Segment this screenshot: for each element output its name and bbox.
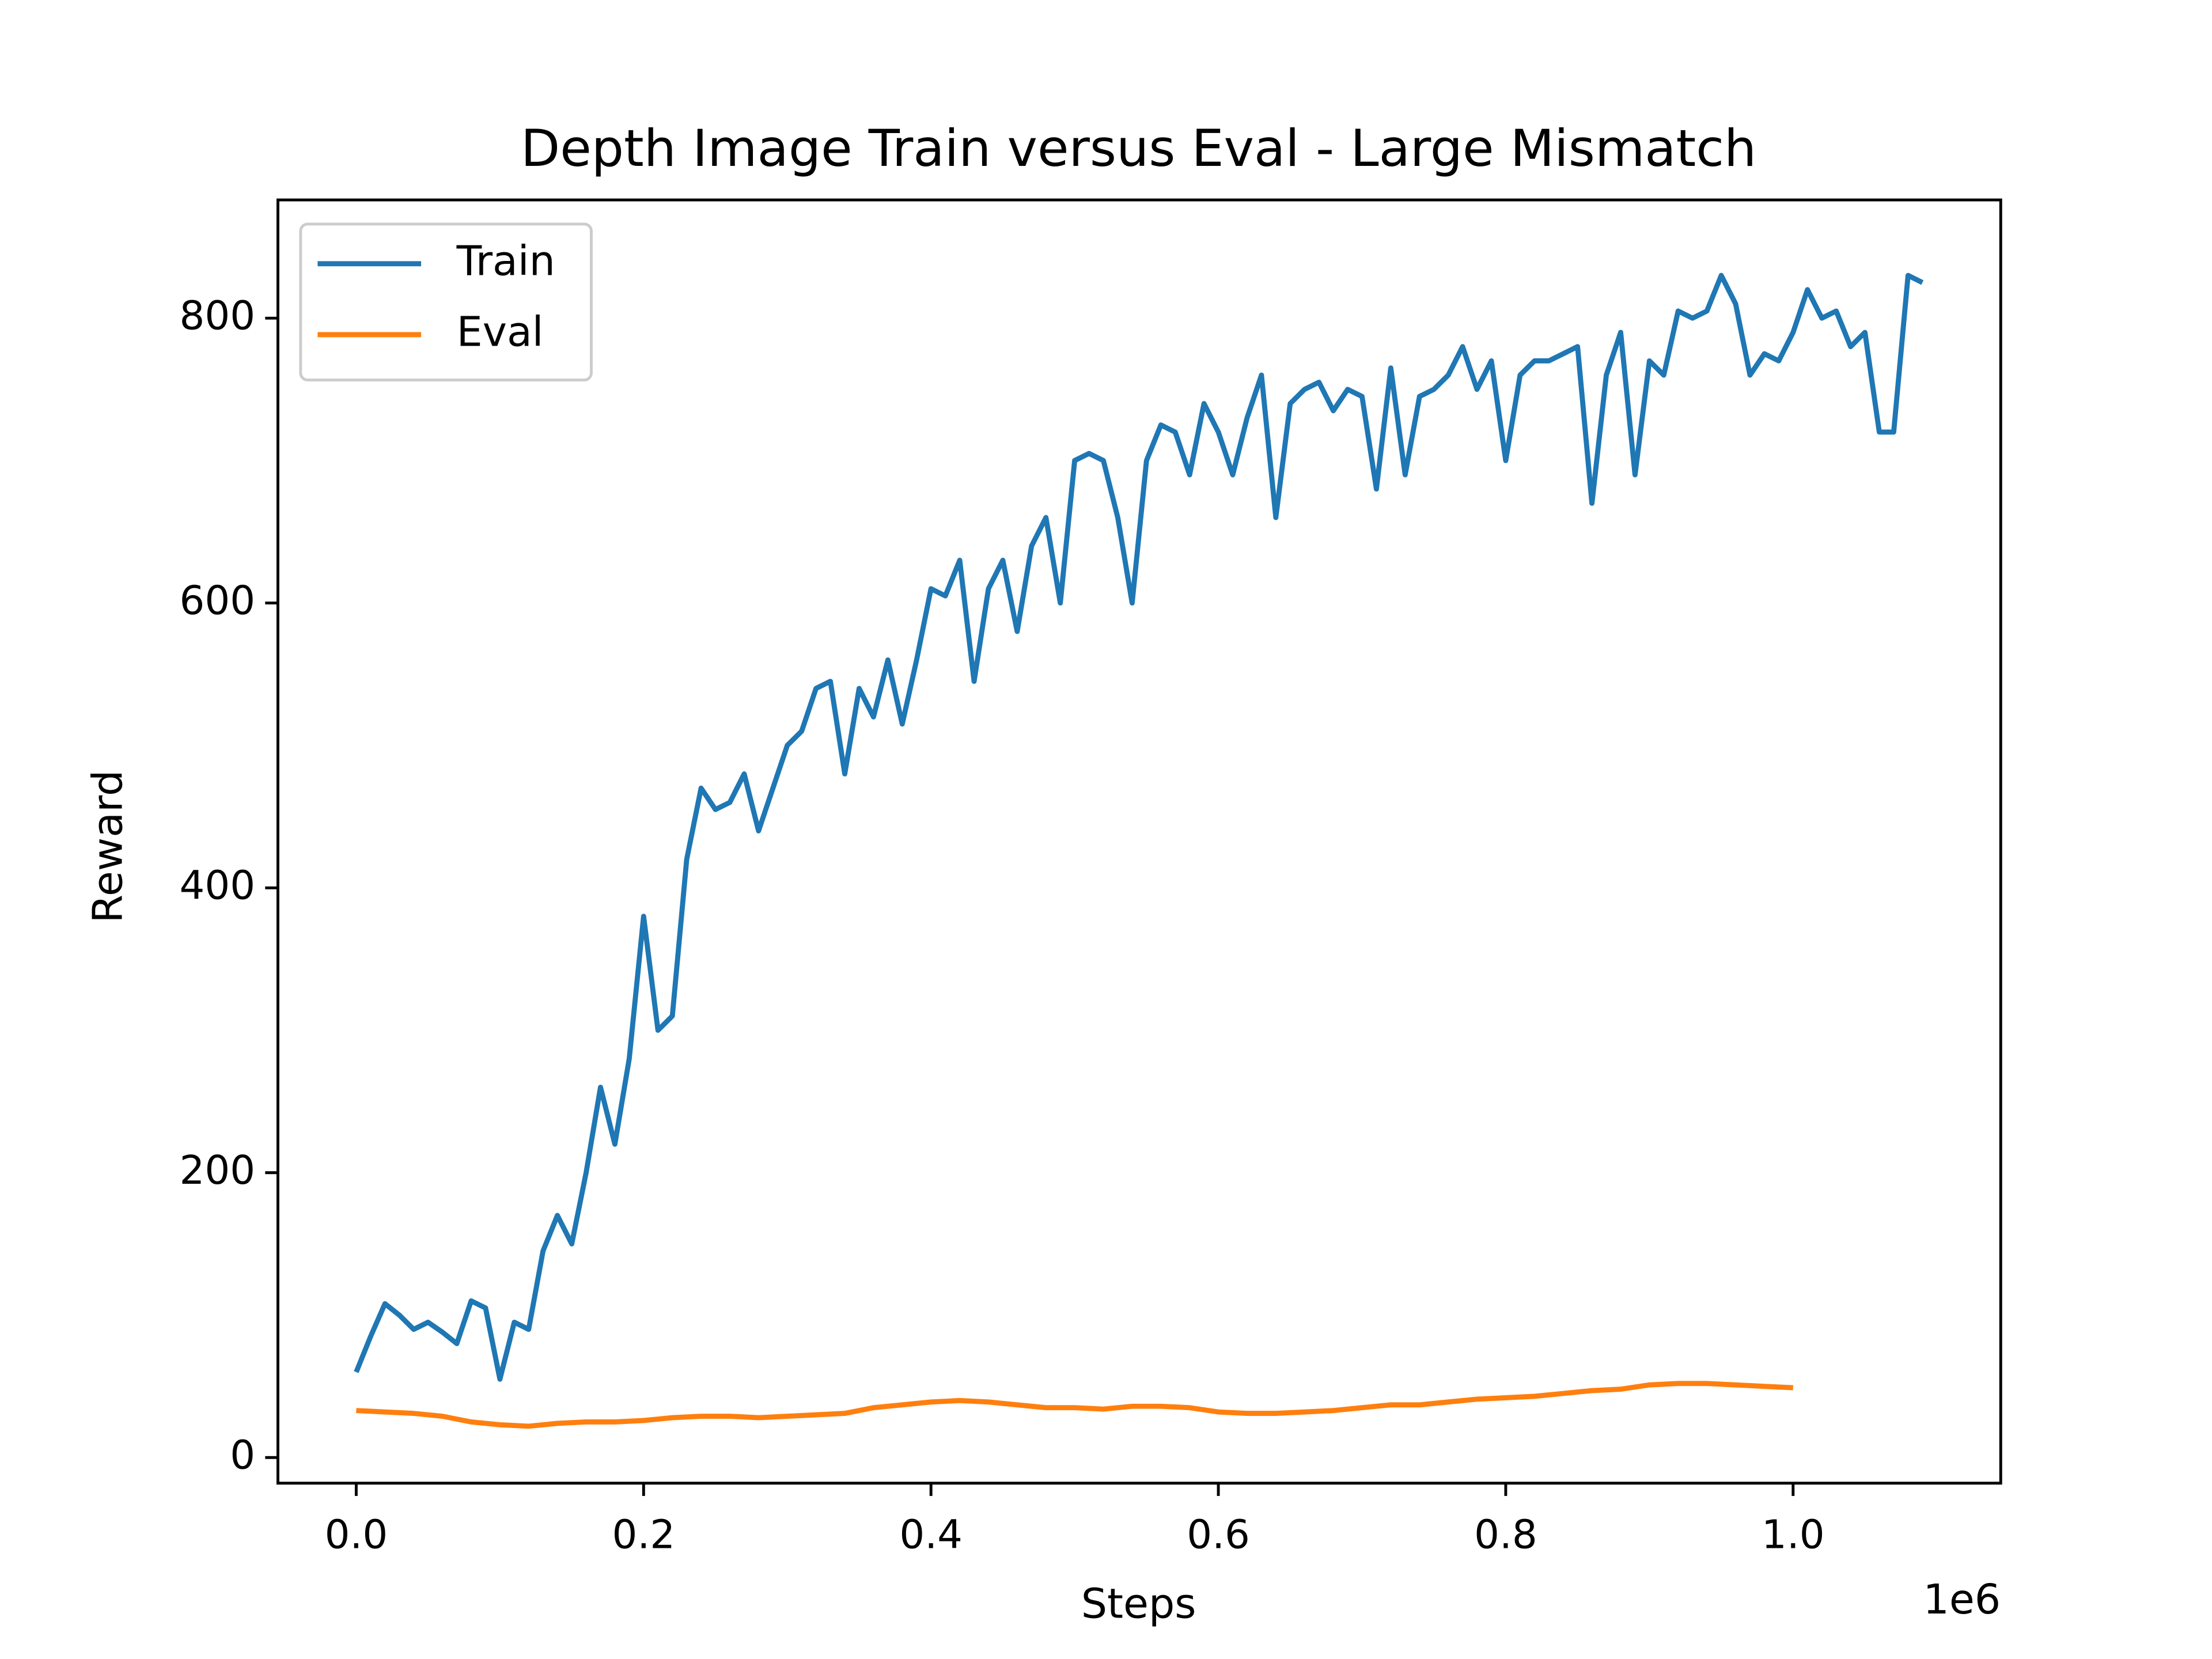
x-tick-label: 0.4 <box>899 1512 963 1558</box>
y-tick-label: 400 <box>180 862 256 908</box>
x-tick-label: 0.0 <box>325 1512 388 1558</box>
x-axis-label: Steps <box>1081 1580 1196 1627</box>
x-tick-label: 0.6 <box>1187 1512 1250 1558</box>
y-tick-label: 800 <box>180 293 256 339</box>
x-offset-label: 1e6 <box>1923 1575 2001 1623</box>
x-tick-label: 1.0 <box>1762 1512 1825 1558</box>
x-tick-label: 0.2 <box>612 1512 675 1558</box>
legend-label: Train <box>456 237 555 285</box>
series-line <box>354 272 1924 1382</box>
x-tick-label: 0.8 <box>1474 1512 1537 1558</box>
chart-title: Depth Image Train versus Eval - Large Mi… <box>521 119 1756 178</box>
y-tick-label: 0 <box>230 1432 255 1478</box>
y-axis-label: Reward <box>84 770 132 923</box>
legend-label: Eval <box>457 308 544 355</box>
y-tick-label: 600 <box>180 578 256 624</box>
plot-frame <box>276 198 2002 1485</box>
y-tick-label: 200 <box>180 1147 256 1194</box>
series-line <box>356 1381 1794 1429</box>
